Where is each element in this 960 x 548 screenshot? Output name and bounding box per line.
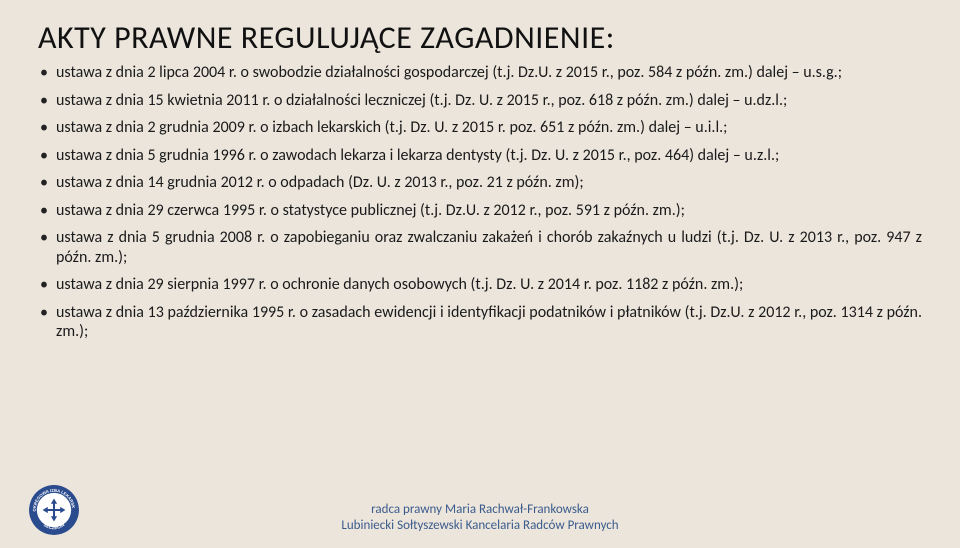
list-item: ustawa z dnia 13 października 1995 r. o … [38,303,922,342]
list-item: ustawa z dnia 5 grudnia 2008 r. o zapobi… [38,228,922,267]
list-item: ustawa z dnia 2 lipca 2004 r. o swobodzi… [38,63,922,83]
slide: AKTY PRAWNE REGULUJĄCE ZAGADNIENIE: usta… [0,0,960,548]
footer-line-1: radca prawny Maria Rachwał-Frankowska [0,502,960,518]
bullet-list: ustawa z dnia 2 lipca 2004 r. o swobodzi… [38,63,922,342]
list-item: ustawa z dnia 15 kwietnia 2011 r. o dzia… [38,91,922,111]
list-item: ustawa z dnia 2 grudnia 2009 r. o izbach… [38,118,922,138]
slide-title: AKTY PRAWNE REGULUJĄCE ZAGADNIENIE: [38,18,922,57]
list-item: ustawa z dnia 29 czerwca 1995 r. o staty… [38,201,922,221]
footer: radca prawny Maria Rachwał-Frankowska Lu… [0,502,960,535]
footer-line-2: Lubiniecki Sołtyszewski Kancelaria Radcó… [0,518,960,534]
list-item: ustawa z dnia 14 grudnia 2012 r. o odpad… [38,173,922,193]
list-item: ustawa z dnia 5 grudnia 1996 r. o zawoda… [38,146,922,166]
list-item: ustawa z dnia 29 sierpnia 1997 r. o ochr… [38,275,922,295]
